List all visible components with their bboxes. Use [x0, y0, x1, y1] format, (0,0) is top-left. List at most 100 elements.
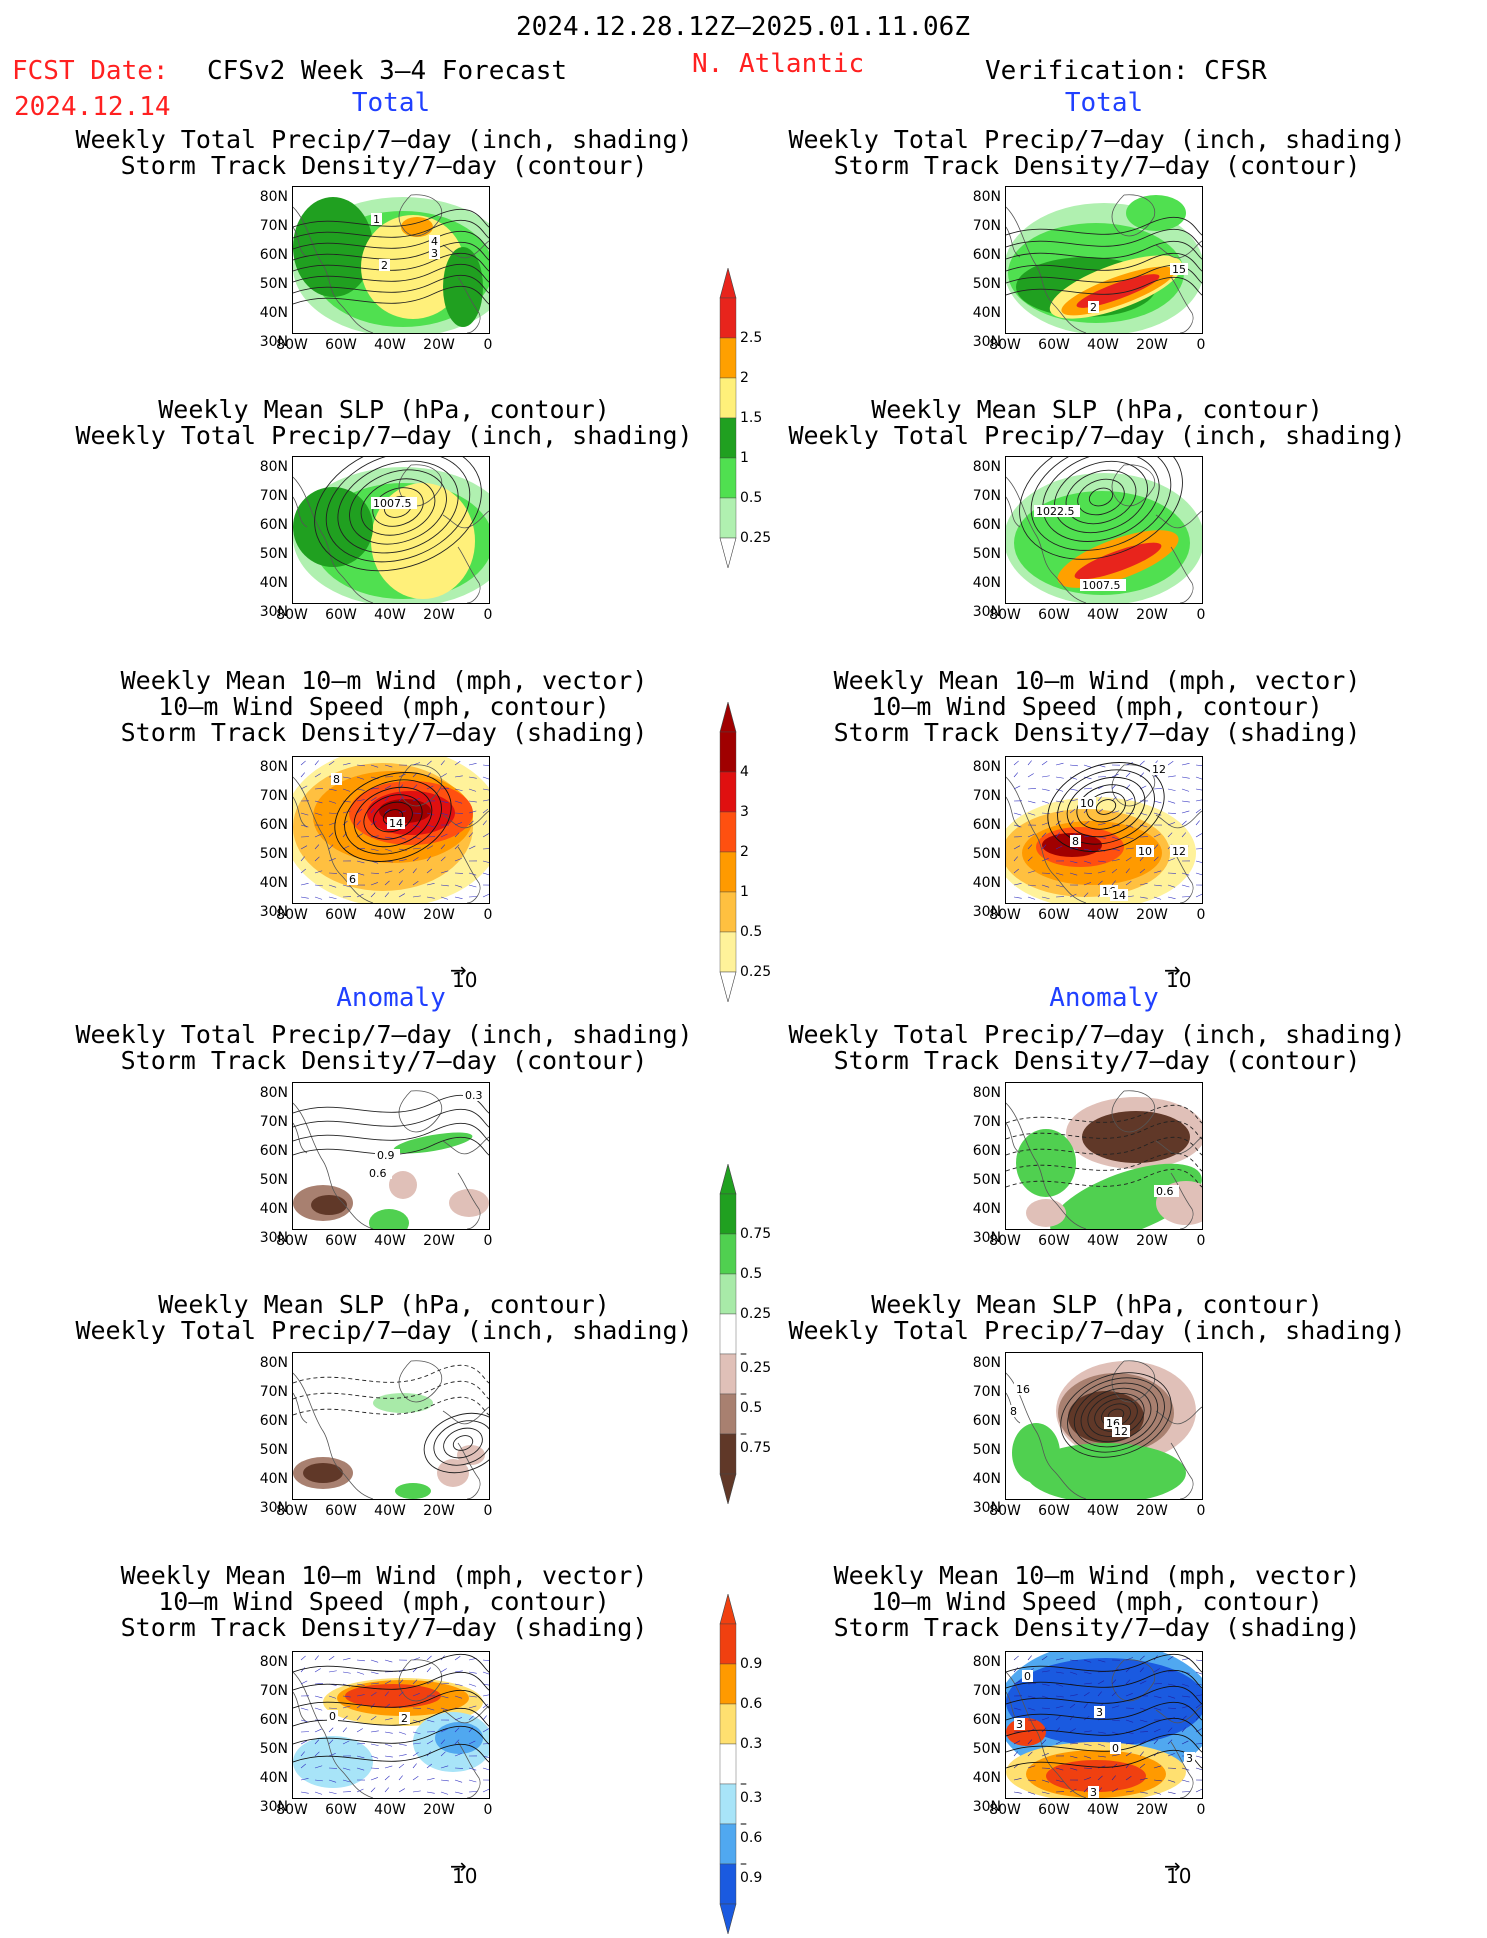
contour-label: 0	[1112, 1742, 1119, 1755]
lon-tick-label: 60W	[325, 1803, 357, 1817]
contour-label: 0.6	[369, 1167, 387, 1180]
colorbar-segment	[720, 1864, 736, 1904]
lon-tick-label: 40W	[1087, 608, 1119, 622]
lon-tick-label: 80W	[276, 1803, 308, 1817]
lat-tick-label: 50N	[254, 547, 288, 561]
contour-label: 3	[1016, 1718, 1023, 1731]
colorbar-segment	[720, 772, 736, 812]
colorbar-cap-bottom	[720, 538, 736, 568]
lat-tick-label: 80N	[254, 460, 288, 474]
title-fc-anom-precip: Weekly Total Precip/7–day (inch, shading…	[75, 1022, 692, 1074]
contour-label: 3	[431, 247, 438, 260]
colorbar-label: 0.25	[740, 1307, 771, 1321]
lon-tick-label: 60W	[1038, 338, 1070, 352]
lon-tick-label: 60W	[325, 908, 357, 922]
colorbar-label: 0.25	[740, 965, 771, 979]
lat-tick-label: 50N	[967, 1173, 1001, 1187]
lon-tick-label: 80W	[989, 1504, 1021, 1518]
lon-tick-label: 80W	[276, 1504, 308, 1518]
colorbar-label: 3	[740, 805, 749, 819]
contour-label: 0.6	[1156, 1185, 1174, 1198]
lon-tick-label: 40W	[374, 1803, 406, 1817]
colorbar-label: 1	[740, 885, 749, 899]
contour-label: 3	[1186, 1752, 1193, 1765]
lat-tick-label: 60N	[967, 818, 1001, 832]
contour-label: 0.9	[377, 1149, 395, 1162]
colorbar-label: 1	[740, 451, 749, 465]
lon-tick-label: 60W	[325, 608, 357, 622]
lat-tick-label: 70N	[254, 489, 288, 503]
lat-tick-label: 70N	[254, 1115, 288, 1129]
colorbar-segment	[720, 1234, 736, 1274]
lon-tick-label: 80W	[989, 908, 1021, 922]
contour-label: 14	[1112, 889, 1126, 902]
section-anomaly-left: Anomaly	[336, 985, 446, 1011]
contour-label: 3	[1096, 1706, 1103, 1719]
lat-tick-label: 70N	[254, 1385, 288, 1399]
lon-tick-label: 20W	[423, 1504, 455, 1518]
fcst-date-label: FCST Date:	[12, 58, 169, 84]
lon-tick-label: 40W	[374, 1234, 406, 1248]
colorbar-segment	[720, 1824, 736, 1864]
lat-tick-label: 80N	[967, 1356, 1001, 1370]
lat-tick-label: 80N	[254, 1655, 288, 1669]
region-label: N. Atlantic	[692, 51, 864, 77]
lat-tick-label: 60N	[254, 1144, 288, 1158]
title-ob-anom-wind: Weekly Mean 10–m Wind (mph, vector)10–m …	[834, 1563, 1361, 1641]
colorbar-segment	[720, 892, 736, 932]
colorbar-segment	[720, 812, 736, 852]
lon-tick-label: 0	[1197, 1504, 1206, 1518]
colorbar-segment	[720, 1394, 736, 1434]
lon-tick-label: 60W	[325, 1504, 357, 1518]
vector-ref-ob-total: →10	[1166, 968, 1191, 992]
lon-tick-label: 80W	[276, 608, 308, 622]
lon-tick-label: 40W	[374, 908, 406, 922]
colorbar-segment	[720, 378, 736, 418]
lon-tick-label: 80W	[276, 908, 308, 922]
lat-tick-label: 60N	[967, 1414, 1001, 1428]
section-total-right: Total	[1065, 90, 1143, 116]
colorbar-segment	[720, 498, 736, 538]
lon-tick-label: 20W	[423, 608, 455, 622]
contour-label: 3	[1090, 1786, 1097, 1798]
date-range: 2024.12.28.12Z–2025.01.11.06Z	[516, 14, 970, 40]
contour-label: 10	[1080, 797, 1094, 810]
colorbar-segment	[720, 1314, 736, 1354]
lon-tick-label: 0	[484, 1504, 493, 1518]
lon-tick-label: 0	[484, 908, 493, 922]
vector-ref-fc-total: →10	[452, 968, 477, 992]
colorbar-segment	[720, 1624, 736, 1664]
lat-tick-label: 60N	[967, 248, 1001, 262]
colorbar-label: 0.3	[740, 1737, 762, 1751]
section-anomaly-right: Anomaly	[1049, 985, 1159, 1011]
lat-tick-label: 70N	[967, 789, 1001, 803]
lat-tick-label: 80N	[254, 190, 288, 204]
lon-tick-label: 40W	[374, 338, 406, 352]
colorbar-segment	[720, 1434, 736, 1474]
colorbar-segment	[720, 298, 736, 338]
lon-tick-label: 80W	[989, 608, 1021, 622]
lon-tick-label: 0	[484, 1234, 493, 1248]
contour-label: 12	[1172, 845, 1186, 858]
map-ob-anom-precip: 0.6	[1005, 1082, 1203, 1230]
lat-tick-label: 50N	[967, 1742, 1001, 1756]
lat-tick-label: 50N	[254, 847, 288, 861]
contour-label: 8	[333, 773, 340, 786]
lat-tick-label: 50N	[967, 277, 1001, 291]
title-ob-total-precip: Weekly Total Precip/7–day (inch, shading…	[788, 127, 1405, 179]
lon-tick-label: 40W	[1087, 338, 1119, 352]
lon-tick-label: 20W	[1136, 1504, 1168, 1518]
colorbar-label: 0.5	[740, 491, 762, 505]
lat-tick-label: 50N	[967, 547, 1001, 561]
lat-tick-label: 80N	[967, 1655, 1001, 1669]
lon-tick-label: 0	[484, 1803, 493, 1817]
lat-tick-label: 60N	[254, 248, 288, 262]
colorbar-label: –0.3	[740, 1777, 762, 1805]
lon-tick-label: 60W	[1038, 1234, 1070, 1248]
